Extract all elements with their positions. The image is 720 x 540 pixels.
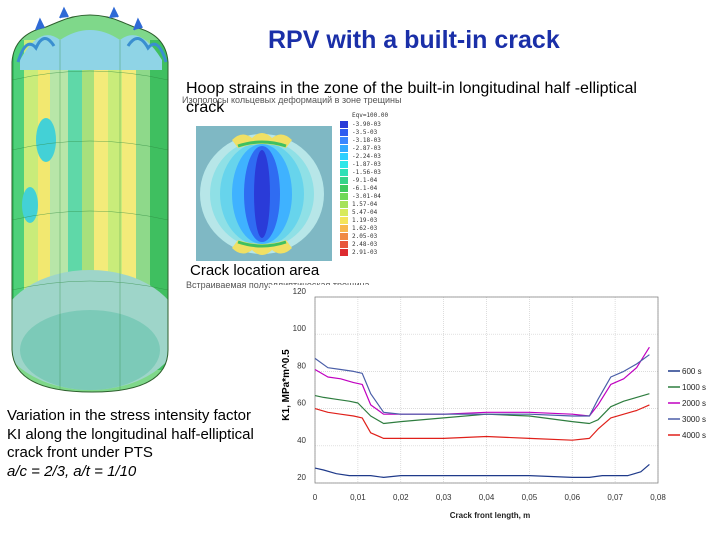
contour-scale-swatch: [340, 249, 348, 256]
legend-label: 600 s: [682, 367, 702, 376]
series-line: [314, 354, 650, 417]
vessel-contour-plot: [11, 6, 169, 393]
crack-location-caption: Crack location area: [190, 262, 320, 279]
contour-scale-label: 2.91-03: [352, 249, 378, 256]
x-tick-label: 0,06: [564, 493, 580, 502]
series-line: [314, 393, 650, 425]
y-tick-label: 60: [297, 399, 306, 408]
legend-label: 3000 s: [682, 415, 706, 424]
x-tick-label: 0,03: [436, 493, 452, 502]
x-tick-label: 0,05: [522, 493, 538, 502]
contour-scale-swatch: [340, 177, 348, 184]
contour-scale-label: 1.62-03: [352, 225, 378, 232]
description-line: KI along the longitudinal half-elliptica…: [7, 425, 254, 443]
contour-scale-label: 1.19-03: [352, 217, 378, 224]
contour-scale-swatch: [340, 161, 348, 168]
contour-scale-swatch: [340, 209, 348, 216]
contour-scale-swatch: [340, 233, 348, 240]
contour-scale-label: -9.1-04: [352, 177, 378, 184]
legend-label: 1000 s: [682, 383, 706, 392]
contour-scale-label: -3.5-03: [352, 129, 378, 136]
x-tick-label: 0,02: [393, 493, 409, 502]
k1-line-chart: 0 0,01 0,02 0,03 0,04 0,05 0,06 0,07 0,08 20 40 60 8…: [270, 285, 720, 525]
legend-label: 2000 s: [682, 399, 706, 408]
contour-scale-swatch: [340, 225, 348, 232]
description-line: crack front under PTS: [7, 444, 153, 462]
inset-title-ru: Изополосы кольцевых деформаций в зоне тр…: [182, 95, 402, 105]
contour-scale-swatch: [340, 129, 348, 136]
contour-scale-label: 2.48-03: [352, 241, 378, 248]
contour-scale-label: -1.56-03: [352, 169, 381, 176]
series-line: [314, 463, 650, 478]
hoop-strain-caption: Hoop strains in the zone of the built-in…: [186, 80, 637, 116]
contour-scale-swatch: [340, 201, 348, 208]
contour-scale-swatch: [340, 241, 348, 248]
contour-scale-swatch: [340, 153, 348, 160]
contour-scale-label: -1.87-03: [352, 161, 381, 168]
contour-scale-label: -2.24-03: [352, 153, 381, 160]
contour-scale: -3.90-03 -3.5-03 -3.18-03 -2.87-03 -2.24-03-…: [340, 121, 400, 261]
ratio-text: a/c = 2/3, a/t = 1/10: [7, 462, 137, 480]
y-axis-label: K1, MPa*m^0.5: [281, 349, 292, 421]
contour-scale-top-label: Eqv=100.00: [352, 112, 389, 119]
series-line: [314, 404, 650, 441]
y-tick-label: 20: [297, 473, 306, 482]
x-axis-label: Crack front length, m: [450, 511, 530, 520]
contour-scale-label: 1.57-04: [352, 201, 378, 208]
hoop-strain-contour: [196, 126, 332, 261]
contour-scale-swatch: [340, 145, 348, 152]
slide-title: RPV with a built-in crack: [268, 26, 560, 54]
contour-scale-swatch: [340, 217, 348, 224]
contour-scale-label: -3.90-03: [352, 121, 381, 128]
contour-scale-swatch: [340, 121, 348, 128]
contour-scale-label: -3.01-04: [352, 193, 381, 200]
contour-scale-swatch: [340, 185, 348, 192]
y-tick-label: 80: [297, 361, 306, 370]
plot-frame: [314, 296, 659, 484]
contour-scale-label: -2.87-03: [352, 145, 381, 152]
legend-label: 4000 s: [682, 431, 706, 440]
contour-scale-label: -3.18-03: [352, 137, 381, 144]
contour-scale-label: -6.1-04: [352, 185, 378, 192]
contour-scale-label: 2.05-03: [352, 233, 378, 240]
x-tick-label: 0,08: [650, 493, 666, 502]
contour-scale-label: 5.47-04: [352, 209, 378, 216]
contour-scale-swatch: [340, 137, 348, 144]
sif-description: Variation in the stress intensity factor…: [7, 407, 254, 481]
x-tick-label: 0: [313, 493, 318, 502]
y-tick-label: 100: [293, 324, 307, 333]
x-tick-label: 0,04: [479, 493, 495, 502]
contour-scale-swatch: [340, 169, 348, 176]
description-line: Variation in the stress intensity factor: [7, 407, 251, 424]
y-tick-label: 40: [297, 436, 306, 445]
contour-scale-swatch: [340, 193, 348, 200]
y-tick-label: 120: [293, 287, 307, 296]
series-line: [314, 346, 650, 417]
x-tick-label: 0,01: [350, 493, 366, 502]
x-tick-label: 0,07: [607, 493, 623, 502]
